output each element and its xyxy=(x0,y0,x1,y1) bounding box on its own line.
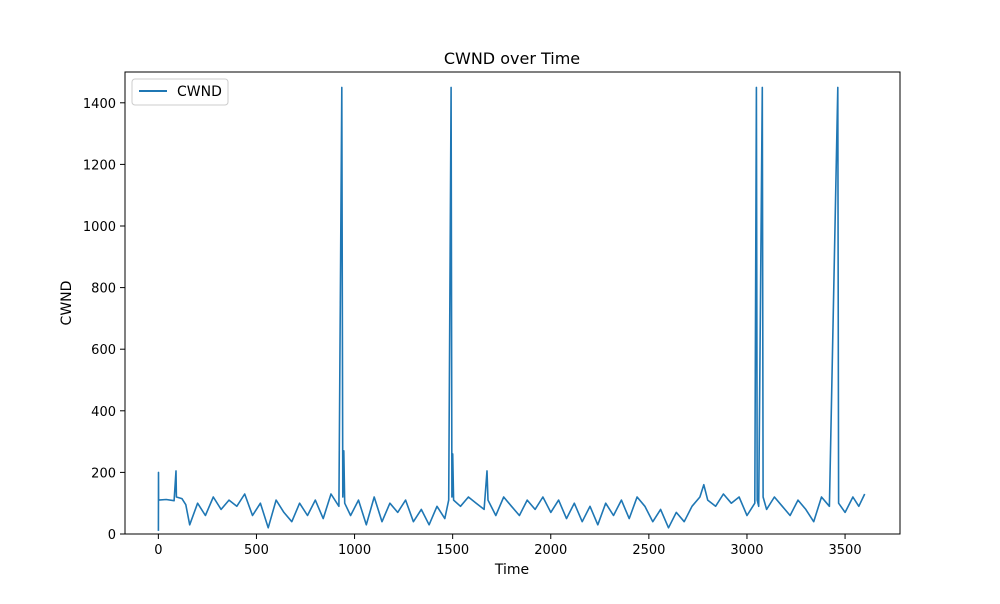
y-axis-label: CWND xyxy=(59,281,75,326)
y-tick-label: 0 xyxy=(108,528,116,543)
x-tick-label: 2000 xyxy=(534,543,567,558)
series-line-cwnd xyxy=(157,86,866,531)
x-tick-label: 500 xyxy=(244,543,269,558)
y-tick-label: 1400 xyxy=(83,97,116,112)
x-tick-label: 2500 xyxy=(632,543,665,558)
y-tick-label: 1000 xyxy=(83,220,116,235)
x-axis: 0 500 1000 1500 2000 2500 3000 3500 xyxy=(154,534,862,558)
plot-frame xyxy=(124,71,901,535)
plot-area: 0 500 1000 1500 2000 2500 3000 3500 0 200 400 600 8… xyxy=(83,71,901,558)
x-tick-label: 0 xyxy=(154,543,162,558)
y-tick-label: 600 xyxy=(91,343,116,358)
x-tick-label: 1500 xyxy=(436,543,469,558)
legend: CWND xyxy=(131,78,229,106)
y-tick-label: 400 xyxy=(91,405,116,420)
y-tick-label: 800 xyxy=(91,282,116,297)
x-tick-label: 3000 xyxy=(730,543,763,558)
x-tick-label: 1000 xyxy=(338,543,371,558)
legend-box xyxy=(131,78,229,106)
y-tick-label: 1200 xyxy=(83,158,116,173)
chart-title: CWND over Time xyxy=(444,49,580,68)
y-axis: 0 200 400 600 800 1000 1200 1400 xyxy=(83,97,125,543)
legend-label-cwnd: CWND xyxy=(177,84,222,100)
x-tick-label: 3500 xyxy=(829,543,862,558)
x-axis-label: Time xyxy=(494,562,529,578)
y-tick-label: 200 xyxy=(91,466,116,481)
